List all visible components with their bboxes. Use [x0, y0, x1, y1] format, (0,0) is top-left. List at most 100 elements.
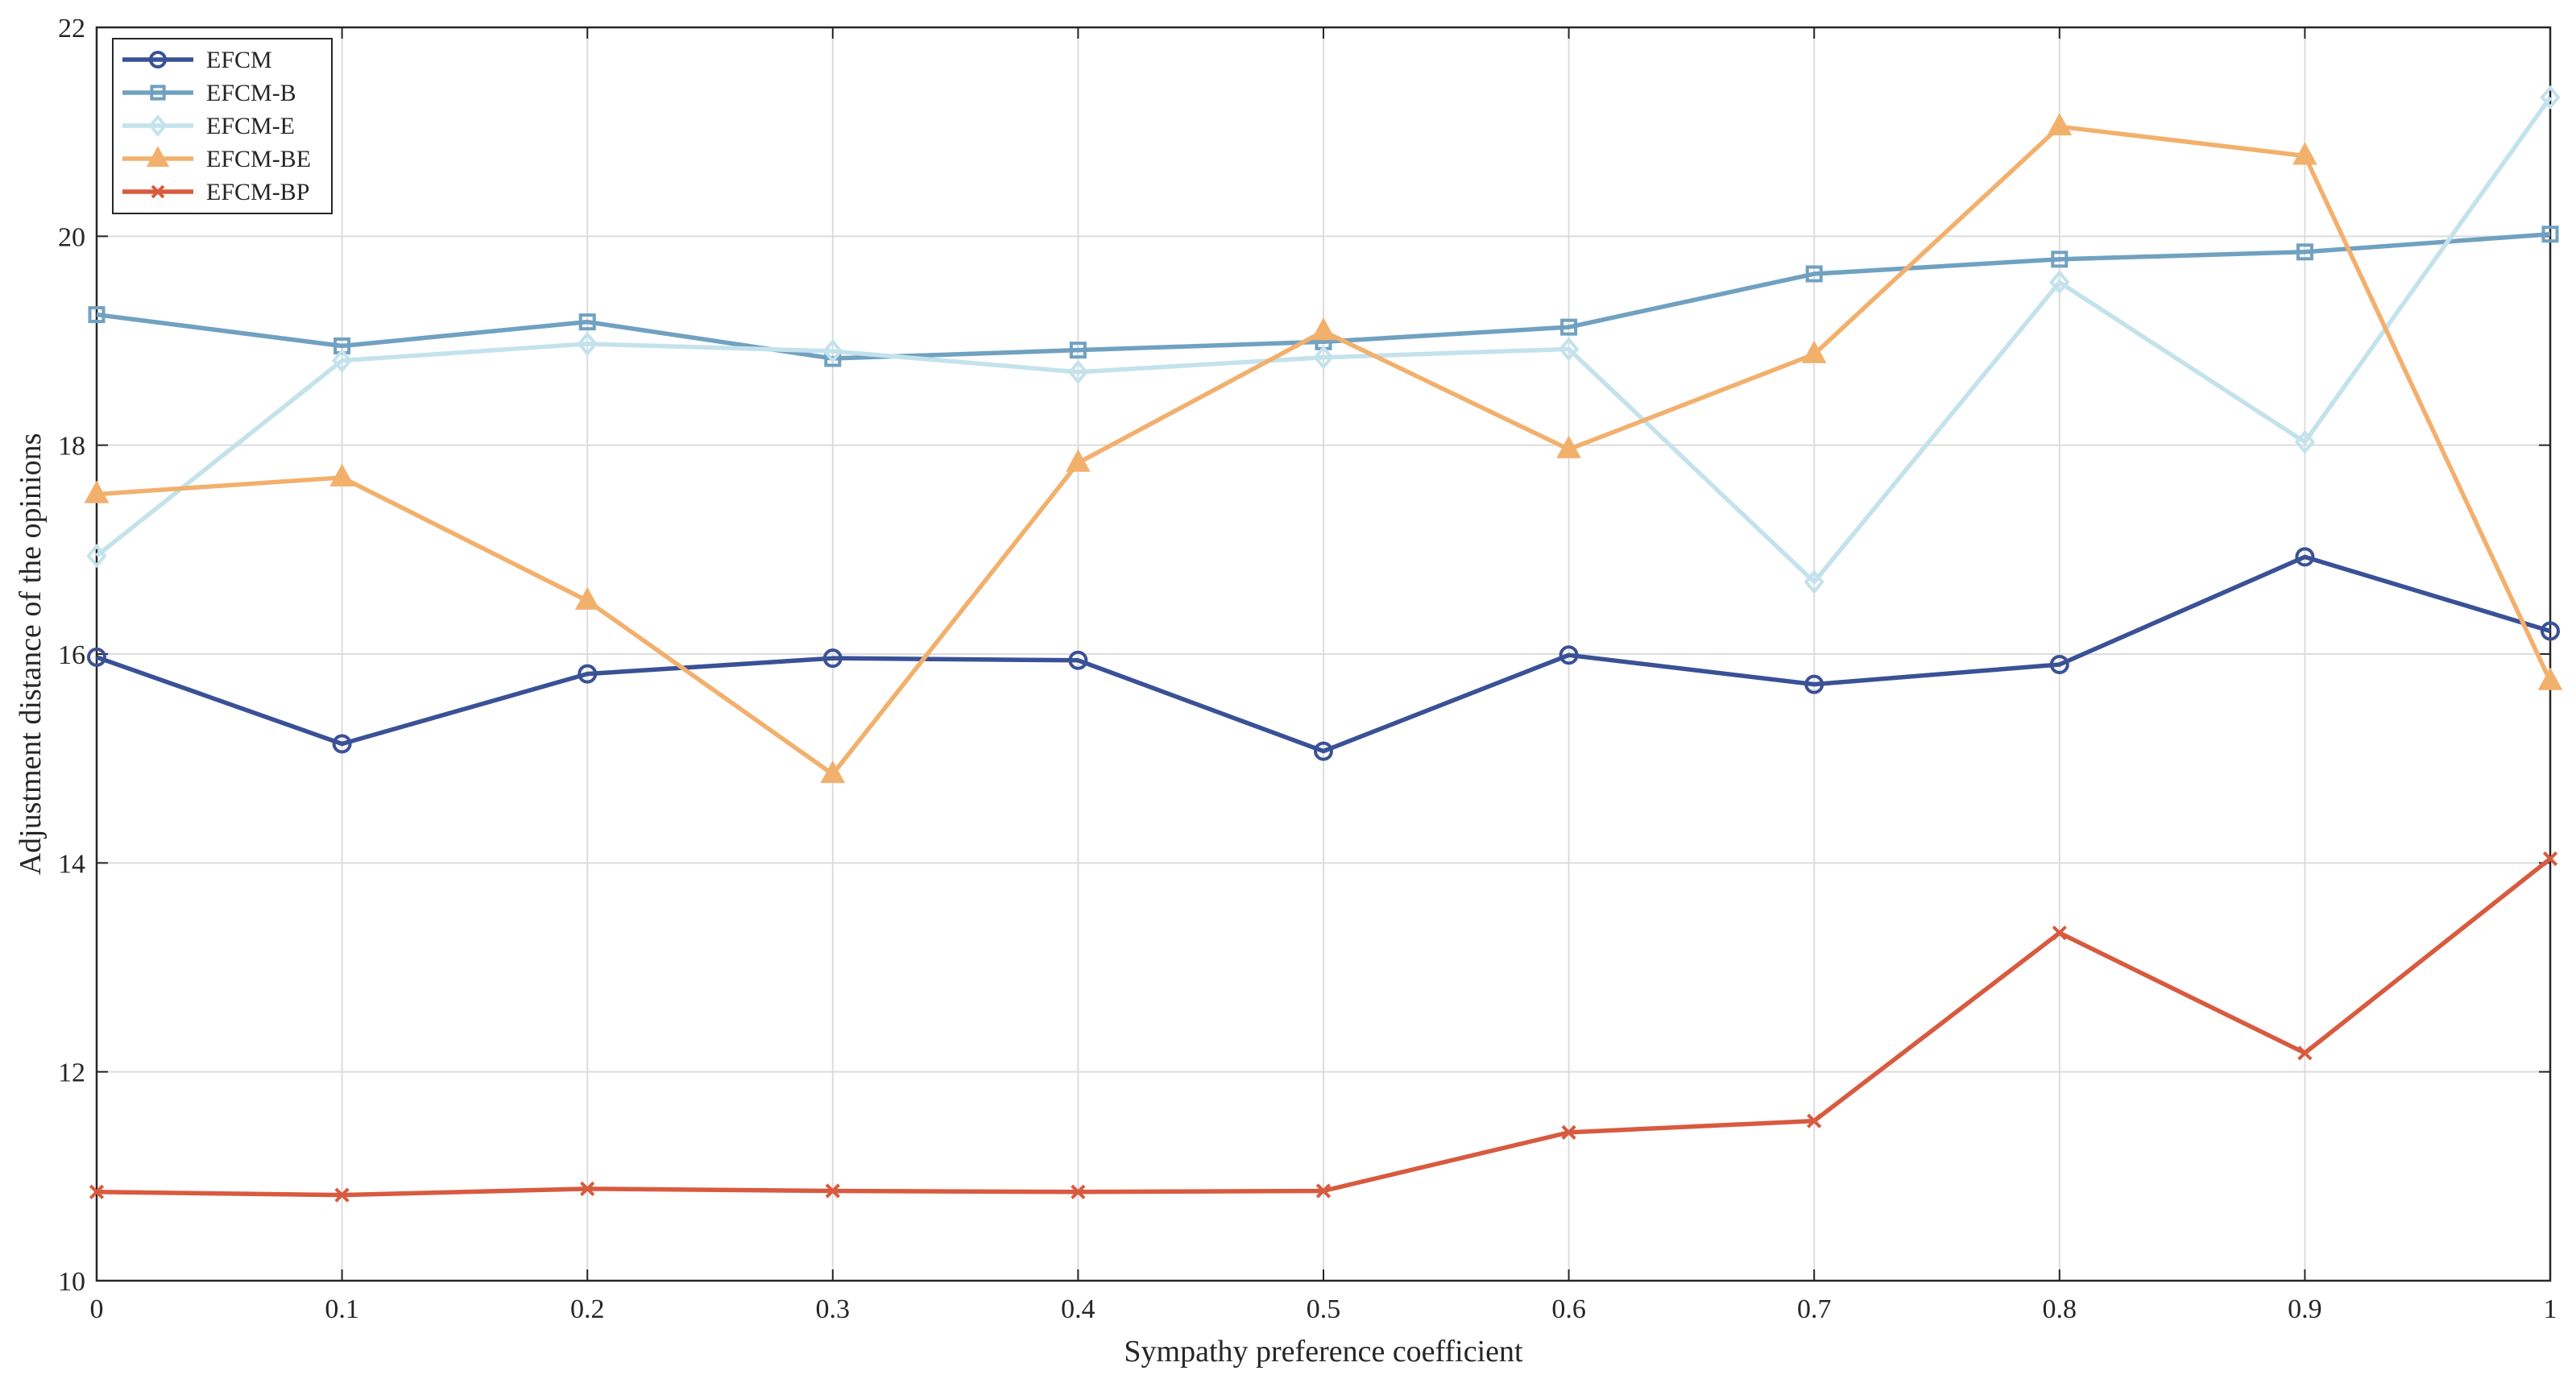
data-point-efcm-bp	[580, 1181, 595, 1197]
y-tick-label: 16	[58, 640, 85, 670]
y-tick-label: 14	[58, 849, 85, 879]
data-point-efcm-be	[1801, 340, 1827, 363]
axes: 0 0.1 0.2 0.3 0.4 0.5 0.6 0.7 0.8 0.9 1 10 12 14 16 18 2…	[58, 14, 2557, 1324]
data-point-efcm	[822, 648, 843, 669]
series-layer	[84, 85, 2563, 1203]
legend-marker-efcm-bp	[151, 184, 165, 199]
data-point-efcm-be	[2537, 667, 2563, 690]
data-point-efcm-b	[1560, 318, 1578, 336]
series-efcm-b	[88, 226, 2559, 367]
data-point-efcm-b	[1069, 342, 1087, 359]
x-axis-label: Sympathy preference coefficient	[1124, 1335, 1523, 1369]
data-point-efcm-b	[88, 306, 106, 324]
series-efcm	[87, 547, 2560, 761]
data-point-efcm-e	[1313, 345, 1334, 370]
data-point-efcm-bp	[89, 1184, 105, 1199]
series-efcm-be	[84, 113, 2563, 784]
data-point-efcm-be	[574, 586, 600, 610]
data-point-efcm	[1068, 650, 1088, 670]
data-point-efcm-be	[2292, 142, 2317, 165]
data-point-efcm-b	[578, 313, 596, 331]
data-point-efcm-b	[1805, 265, 1823, 283]
x-tick-label: 0.7	[1797, 1294, 1832, 1324]
x-tick-label: 0	[90, 1294, 104, 1324]
legend-label-efcm-bp: EFCM-BP	[206, 179, 309, 205]
data-point-efcm-e	[577, 331, 598, 357]
series-line-efcm-e	[95, 96, 2553, 585]
y-tick-label: 22	[58, 14, 85, 43]
data-point-efcm	[332, 734, 352, 754]
data-point-efcm	[1314, 741, 1333, 761]
legend-label-efcm-b: EFCM-B	[206, 80, 296, 106]
legend-item-efcm: EFCM	[122, 47, 272, 73]
y-tick-label: 20	[58, 222, 85, 252]
x-tick-label: 0.3	[816, 1294, 851, 1324]
y-tick-label: 12	[58, 1058, 85, 1088]
x-tick-label: 0.8	[2043, 1294, 2077, 1324]
data-point-efcm-bp	[2052, 925, 2067, 941]
legend-item-efcm-be: EFCM-BE	[122, 146, 311, 172]
data-point-efcm-bp	[825, 1183, 840, 1199]
legend-marker-efcm-e	[148, 114, 168, 137]
legend-marker-efcm-be	[146, 146, 170, 168]
data-point-efcm-e	[822, 338, 843, 364]
data-point-efcm-bp	[1561, 1124, 1576, 1140]
data-point-efcm	[578, 664, 598, 684]
legend: EFCM EFCM-B EFCM-E EFCM-BE EFCM-BP	[112, 38, 333, 214]
data-point-efcm-be	[84, 480, 110, 503]
data-point-efcm-b	[2541, 226, 2559, 243]
data-point-efcm-be	[1556, 435, 1581, 458]
data-point-efcm-bp	[1315, 1183, 1331, 1199]
legend-marker-efcm-b	[150, 85, 166, 101]
series-efcm-e	[86, 85, 2561, 594]
legend-label-efcm-be: EFCM-BE	[206, 146, 311, 172]
data-point-efcm	[87, 647, 106, 667]
y-axis-label: Adjustment distance of the opinions	[14, 433, 48, 876]
series-efcm-bp	[89, 851, 2558, 1203]
data-point-efcm-be	[1311, 317, 1336, 341]
data-point-efcm	[1804, 674, 1824, 694]
series-line-efcm-b	[96, 231, 2551, 361]
series-line-efcm	[96, 554, 2551, 754]
data-point-efcm-e	[331, 348, 353, 373]
x-tick-label: 0.9	[2288, 1294, 2322, 1324]
data-point-efcm-e	[2049, 270, 2070, 295]
legend-item-efcm-e: EFCM-E	[122, 113, 295, 139]
data-point-efcm-e	[1558, 337, 1580, 362]
data-point-efcm-be	[329, 463, 354, 487]
data-point-efcm-e	[1804, 569, 1824, 594]
data-point-efcm-e	[2540, 85, 2561, 110]
data-point-efcm-bp	[2542, 851, 2558, 867]
legend-marker-efcm	[149, 51, 167, 68]
data-point-efcm-bp	[2297, 1046, 2313, 1061]
data-point-efcm	[2049, 654, 2069, 674]
data-point-efcm-e	[2294, 429, 2316, 454]
data-point-efcm-be	[2047, 113, 2073, 136]
x-tick-label: 0.1	[325, 1294, 359, 1324]
legend-item-efcm-bp: EFCM-BP	[122, 179, 309, 205]
x-tick-label: 0.5	[1307, 1294, 1341, 1324]
grid	[97, 27, 2550, 1281]
y-tick-label: 18	[58, 432, 85, 462]
y-tick-label: 10	[58, 1267, 85, 1297]
data-point-efcm	[1559, 645, 1579, 665]
data-point-efcm	[2541, 621, 2560, 641]
x-tick-label: 1	[2544, 1294, 2557, 1324]
data-point-efcm-bp	[1807, 1113, 1822, 1128]
data-point-efcm-e	[1067, 359, 1089, 385]
x-tick-label: 0.4	[1061, 1294, 1095, 1324]
legend-label-efcm: EFCM	[206, 47, 272, 73]
data-point-efcm-be	[1066, 449, 1091, 472]
legend-item-efcm-b: EFCM-B	[122, 80, 296, 106]
data-point-efcm-bp	[334, 1187, 350, 1203]
legend-label-efcm-e: EFCM-E	[206, 113, 295, 139]
x-tick-label: 0.6	[1551, 1294, 1586, 1324]
x-tick-label: 0.2	[570, 1294, 605, 1324]
data-point-efcm-be	[820, 760, 846, 784]
data-point-efcm-e	[86, 543, 107, 569]
data-point-efcm-b	[2051, 251, 2069, 268]
data-point-efcm	[2295, 547, 2315, 567]
data-point-efcm-b	[2296, 243, 2313, 261]
